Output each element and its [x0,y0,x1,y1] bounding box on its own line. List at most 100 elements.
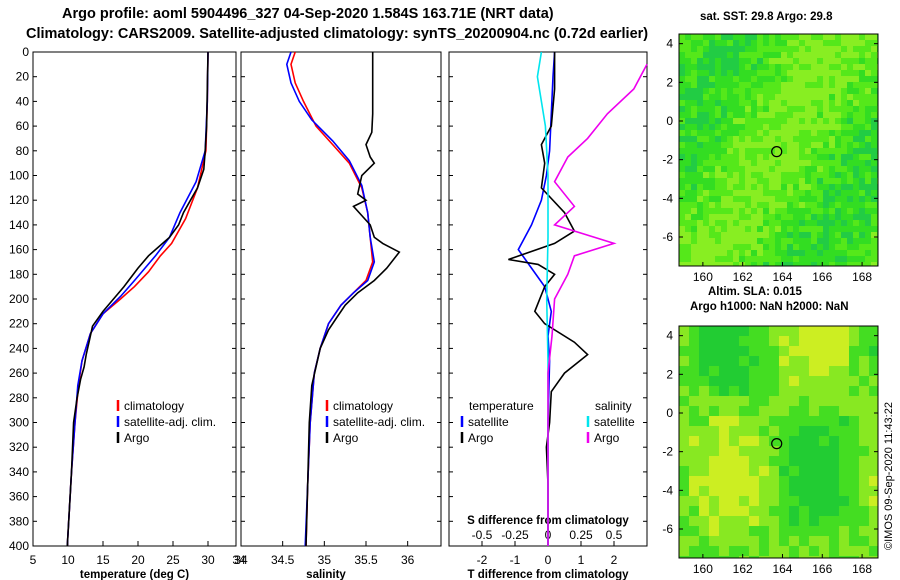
map-cell [859,136,865,142]
map-cell [739,130,745,136]
map-cell [841,34,847,40]
map-cell [733,142,739,148]
map-cell [871,262,877,266]
map-cell [799,496,809,506]
map-cell [699,426,709,436]
map-cell [847,118,853,124]
map-cell [679,426,689,436]
map-cell [811,88,817,94]
map-cell [733,262,739,266]
map-cell [819,326,829,336]
map-cell [799,244,805,250]
map-cell [829,40,835,46]
map-cell [719,476,729,486]
y-tick-label: 340 [9,465,29,479]
map-cell [715,208,721,214]
map-cell [835,226,841,232]
map-cell [823,46,829,52]
map-y-tick-label: 0 [666,406,673,420]
map-cell [823,160,829,166]
map-cell [709,94,715,100]
map-cell [769,486,779,496]
map-cell [763,214,769,220]
map-cell [697,94,703,100]
map-cell [703,34,709,40]
map-cell [769,496,779,506]
map-cell [787,34,793,40]
map-cell [769,40,775,46]
map-cell [679,196,685,202]
map-cell [829,136,835,142]
map-cell [749,456,759,466]
map-cell [759,546,769,556]
map-cell [839,326,849,336]
map-cell [841,190,847,196]
map-cell [811,130,817,136]
map-cell [847,64,853,70]
map-cell [849,446,859,456]
map-cell [709,214,715,220]
map-cell [691,154,697,160]
map-cell [769,124,775,130]
map-cell [869,556,878,558]
map-cell [759,346,769,356]
map-cell [679,202,685,208]
map-cell [817,166,823,172]
map-cell [745,112,751,118]
map-cell [727,58,733,64]
map-cell [727,106,733,112]
map-cell [759,416,769,426]
map-cell [715,160,721,166]
map-cell [859,516,869,526]
map-cell [793,160,799,166]
map-cell [727,136,733,142]
map-cell [763,94,769,100]
map-cell [835,166,841,172]
map-cell [829,184,835,190]
map-cell [841,244,847,250]
map-cell [727,250,733,256]
map-cell [775,190,781,196]
map-cell [841,136,847,142]
map-cell [779,496,789,506]
map-cell [709,88,715,94]
map-cell [871,220,877,226]
map-cell [829,366,839,376]
map-cell [829,416,839,426]
map-cell [839,486,849,496]
map-cell [799,486,809,496]
map-cell [745,178,751,184]
map-cell [715,70,721,76]
map-cell [823,232,829,238]
map-cell [829,526,839,536]
map-cell [769,214,775,220]
map-y-tick-label: 4 [666,37,673,51]
map-cell [719,396,729,406]
sla-map-subtitle: Argo h1000: NaN h2000: NaN [690,301,849,313]
map-cell [679,112,685,118]
map-cell [729,506,739,516]
map-x-tick-label: 162 [733,270,753,284]
y-tick-label: 140 [9,218,29,232]
legend-title-salinity: salinity [595,399,632,413]
s-x-tick-label: -0.5 [472,528,493,542]
climatology-title: Climatology: CARS2009. Satellite-adjuste… [26,26,649,42]
map-cell [779,356,789,366]
map-cell [721,148,727,154]
map-cell [769,154,775,160]
map-cell [817,262,823,266]
map-cell [703,232,709,238]
map-cell [715,148,721,154]
map-cell [763,148,769,154]
map-cell [823,238,829,244]
map-cell [721,88,727,94]
map-cell [871,202,877,208]
map-cell [739,184,745,190]
map-cell [811,256,817,262]
map-cell [839,436,849,446]
map-cell [805,88,811,94]
map-cell [759,376,769,386]
map-cell [789,536,799,546]
map-cell [871,34,877,40]
map-cell [721,244,727,250]
